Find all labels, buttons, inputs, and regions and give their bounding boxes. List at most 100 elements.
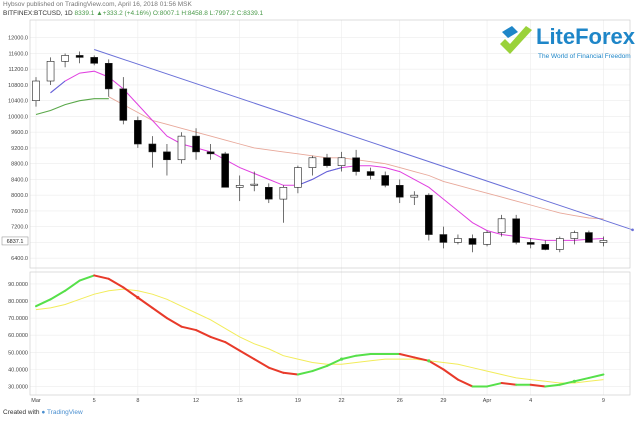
candle-body	[541, 244, 550, 250]
osc-main-segment	[282, 371, 299, 376]
candle-body	[104, 63, 113, 90]
osc-main-segment	[442, 368, 459, 381]
candle-body	[497, 218, 506, 233]
published-line: Hybsov published on TradingView.com, Apr…	[3, 1, 192, 8]
vertical-grid	[35, 20, 604, 395]
candle-body	[46, 61, 55, 82]
osc-main-segment	[398, 353, 416, 359]
price-tick-label: 9200.0	[11, 146, 28, 152]
candle-body	[177, 135, 186, 161]
osc-tick-label: 30.0000	[8, 384, 28, 390]
price-tick-label: 10000.0	[8, 114, 28, 120]
candle-body	[323, 157, 331, 166]
candle-body	[148, 143, 157, 153]
date-tick-label: 19	[295, 398, 301, 404]
candle-body	[308, 157, 317, 168]
date-tick-label: 22	[338, 398, 344, 404]
osc-main-segment	[151, 306, 168, 320]
ma-green-line	[35, 98, 109, 116]
candle-body	[235, 185, 244, 188]
date-tick-label: 26	[397, 398, 403, 404]
candle-body	[192, 135, 200, 153]
candle-body	[468, 238, 477, 245]
osc-main-segment	[355, 353, 372, 357]
date-tick-label: 12	[193, 398, 199, 404]
candle-body	[425, 194, 433, 235]
osc-main-segment	[49, 289, 67, 301]
candle-body	[454, 238, 462, 243]
osc-main-segment	[340, 354, 358, 361]
osc-pane-frame	[29, 271, 631, 396]
candle-body	[279, 187, 288, 200]
price-tick-label: 10400.0	[8, 99, 28, 105]
price-tick-label: 10800.0	[8, 83, 28, 89]
price-tick-label: 8800.0	[11, 162, 28, 168]
osc-main-segment	[544, 383, 561, 388]
osc-main-segment	[107, 277, 125, 289]
osc-main-segment	[413, 356, 430, 362]
price-tick-label: 7600.0	[11, 209, 28, 215]
liteforex-logo: LiteForex The World of Financial Freedom	[496, 22, 636, 68]
axes: 6400.06800.07200.07600.08000.08400.08800…	[1, 19, 631, 404]
candle-body	[119, 88, 128, 121]
date-tick-label: 4	[529, 398, 532, 404]
osc-tick-label: 60.0000	[8, 333, 28, 339]
candle-body	[75, 55, 84, 58]
osc-grid	[30, 283, 630, 387]
ma-fast-rising-line	[50, 80, 66, 94]
candle-body	[555, 238, 564, 250]
osc-main-segment	[311, 364, 328, 373]
candle-body	[90, 57, 98, 64]
candle-body	[483, 232, 491, 245]
candle-body	[337, 157, 346, 166]
price-tick-label: 11600.0	[9, 51, 28, 57]
osc-crossover-dot	[427, 359, 431, 363]
candle-body	[599, 240, 608, 243]
osc-main-segment	[500, 382, 518, 386]
osc-main-segment	[427, 359, 445, 371]
osc-main-segment	[35, 298, 52, 308]
tradingview-logo-icon: ●	[41, 409, 46, 416]
date-tick-label: 15	[237, 398, 243, 404]
osc-tick-label: 70.0000	[8, 316, 28, 322]
osc-main-segment	[587, 373, 605, 379]
osc-main-segment	[253, 358, 270, 369]
osc-main-segment	[209, 335, 227, 344]
osc-main-segment	[165, 317, 183, 328]
osc-main-segment	[267, 366, 285, 374]
price-pane-frame	[29, 19, 631, 269]
osc-main-segment	[326, 358, 343, 367]
osc-crossover-dot	[136, 296, 140, 300]
osc-main-segment	[456, 378, 474, 388]
ma-fast-rising-line	[297, 167, 342, 186]
osc-crossover-dot	[572, 379, 576, 383]
candle-body	[512, 218, 520, 243]
footer-brand[interactable]: TradingView	[46, 409, 83, 416]
date-tick-label: 5	[93, 398, 96, 404]
price-pane	[32, 49, 634, 253]
candle-body	[381, 175, 390, 186]
candle-body	[439, 234, 448, 243]
osc-main-segment	[558, 380, 576, 386]
candle-body	[526, 242, 535, 245]
footer: Created with ● TradingView	[3, 409, 83, 416]
candle-body	[264, 187, 273, 200]
price-tick-label: 7200.0	[11, 225, 28, 231]
date-tick-label: 9	[602, 398, 605, 404]
price-tick-label: 12000.0	[8, 36, 28, 42]
logo-tagline: The World of Financial Freedom	[538, 53, 631, 60]
osc-pane	[35, 274, 605, 388]
osc-main-segment	[224, 341, 241, 352]
osc-main-segment	[195, 329, 212, 338]
last-price-label: 6837.1	[7, 239, 24, 245]
osc-main-segment	[93, 274, 110, 280]
candle-body	[32, 80, 40, 101]
date-tick-label: 8	[136, 398, 139, 404]
last-price-tag	[1, 236, 29, 246]
trendline-anchor-point	[631, 228, 634, 232]
candle-body	[163, 151, 171, 161]
price-tick-label: 8000.0	[11, 193, 28, 199]
osc-main-segment	[122, 286, 139, 299]
osc-main-segment	[238, 349, 256, 361]
